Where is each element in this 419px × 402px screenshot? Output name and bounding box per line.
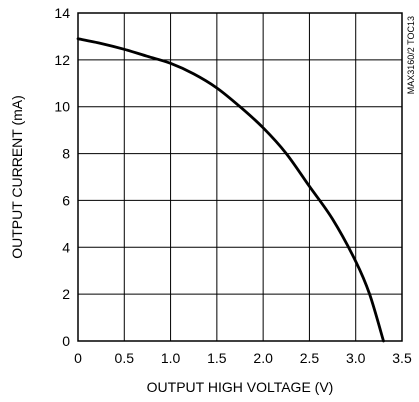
y-tick-label: 2 xyxy=(62,286,70,302)
plot-frame xyxy=(77,12,403,342)
series-line xyxy=(76,37,385,343)
x-tick-label: 3.5 xyxy=(392,350,412,366)
y-tick-labels: 0 2 4 6 8 10 12 14 xyxy=(54,5,70,349)
y-tick-label: 12 xyxy=(54,52,70,68)
x-tick-label: 1.5 xyxy=(207,350,227,366)
x-tick-label: 0 xyxy=(74,350,82,366)
x-tick-label: 0.5 xyxy=(115,350,135,366)
x-tick-label: 1.0 xyxy=(161,350,181,366)
chart-side-note: MAX3160/2 TOC13 xyxy=(406,16,416,94)
y-tick-label: 0 xyxy=(62,333,70,349)
y-tick-label: 6 xyxy=(62,192,70,208)
x-tick-label: 3.0 xyxy=(346,350,366,366)
series-layer xyxy=(76,37,385,343)
y-tick-label: 10 xyxy=(54,99,70,115)
x-tick-label: 2.5 xyxy=(300,350,320,366)
x-tick-label: 2.0 xyxy=(253,350,273,366)
y-tick-label: 4 xyxy=(62,239,70,255)
y-axis-label: OUTPUT CURRENT (mA) xyxy=(9,95,25,259)
y-tick-label: 14 xyxy=(54,5,70,21)
x-axis-label: OUTPUT HIGH VOLTAGE (V) xyxy=(147,379,334,395)
grid-lines xyxy=(77,12,403,342)
x-tick-labels: 0 0.5 1.0 1.5 2.0 2.5 3.0 3.5 xyxy=(74,350,412,366)
y-tick-label: 8 xyxy=(62,146,70,162)
